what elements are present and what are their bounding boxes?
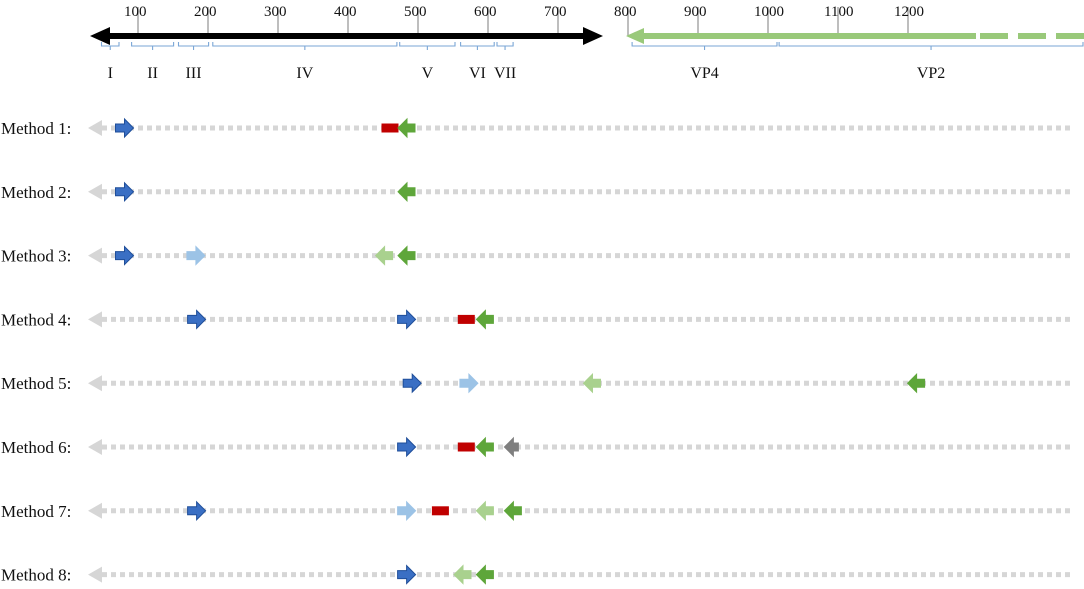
method-row: Method 2: — [1, 181, 1072, 203]
method-label: Method 4: — [1, 310, 71, 329]
track-arrowhead — [88, 247, 102, 264]
reverse-primer-mark — [374, 245, 394, 266]
region-label: VI — [469, 65, 486, 82]
forward-primer-mark — [186, 245, 206, 266]
forward-primer-mark — [402, 372, 422, 394]
scale-tick-label: 500 — [404, 4, 427, 20]
region-bracket — [131, 42, 175, 50]
method-label: Method 7: — [1, 502, 71, 521]
region-bracket — [177, 42, 210, 50]
method-row: Method 3: — [1, 245, 1072, 266]
region-label: I — [108, 65, 113, 82]
track-arrowhead — [88, 566, 102, 583]
scale-tick-label: 600 — [474, 4, 497, 20]
scale-tick-label: 800 — [614, 4, 637, 20]
region-bracket — [460, 42, 495, 50]
region-bracket — [496, 42, 514, 50]
method-label: Method 3: — [1, 247, 71, 266]
region-brackets: I II III IV V VI VII VP4 VP2 — [100, 42, 1084, 82]
method-label: Method 2: — [1, 183, 71, 202]
track-arrowhead — [88, 183, 102, 200]
track-arrowhead — [88, 439, 102, 455]
reverse-primer-mark — [397, 117, 416, 139]
right-arrowhead — [583, 27, 603, 45]
method-label: Method 8: — [1, 566, 71, 585]
region-label: II — [147, 65, 158, 82]
method-label: Method 5: — [1, 374, 71, 393]
forward-primer-mark — [397, 564, 417, 585]
track-arrowhead — [88, 502, 102, 519]
scale-ticks: 100 200 300 400 500 600 700 800 900 1000 1100 1200 — [124, 4, 924, 36]
probe-mark — [381, 123, 399, 133]
scale-tick-label: 200 — [194, 4, 217, 20]
forward-primer-mark — [459, 372, 479, 394]
scale-tick-label: 1200 — [894, 4, 924, 20]
reverse-primer-mark — [475, 436, 494, 458]
reverse-primer-mark — [503, 500, 522, 522]
reverse-primer-mark — [397, 181, 416, 203]
region-label: III — [186, 65, 202, 82]
scale-tick-label: 1000 — [754, 4, 784, 20]
region-label: VP4 — [690, 65, 718, 82]
forward-primer-mark — [187, 309, 207, 330]
method-row: Method 5: — [1, 372, 1072, 394]
forward-primer-mark — [115, 245, 135, 266]
region-bracket — [399, 42, 456, 50]
method-label: Method 6: — [1, 438, 71, 457]
genome-scale-bar — [90, 27, 1084, 45]
reverse-primer-mark — [475, 564, 494, 585]
probe-mark — [457, 442, 475, 452]
track-arrowhead — [88, 120, 102, 136]
region-label: VP2 — [917, 65, 945, 82]
forward-primer-mark — [115, 117, 135, 139]
method-row: Method 6: — [1, 436, 1072, 458]
region-bracket — [212, 42, 398, 50]
scale-tick-label: 400 — [334, 4, 357, 20]
reverse-primer-mark — [582, 372, 601, 394]
method-rows: Method 1: Method 2: Method 3: Method 4: Meth… — [1, 117, 1072, 585]
track-arrowhead — [88, 311, 102, 328]
reverse-primer-mark — [906, 372, 926, 394]
scale-tick-label: 100 — [124, 4, 147, 20]
forward-primer-mark — [397, 436, 417, 458]
method-label: Method 1: — [1, 119, 71, 138]
method-row: Method 4: — [1, 309, 1072, 330]
region-bracket — [631, 42, 778, 50]
left-arrowhead — [90, 27, 110, 45]
scale-tick-label: 700 — [544, 4, 567, 20]
region-label: VII — [494, 65, 516, 82]
reverse-primer-mark — [453, 564, 472, 585]
reverse-primer-mark — [397, 245, 416, 266]
scale-tick-label: 300 — [264, 4, 287, 20]
forward-primer-mark — [187, 500, 207, 522]
forward-primer-mark — [397, 500, 417, 522]
method-row: Method 1: — [1, 117, 1072, 139]
forward-primer-mark — [397, 309, 417, 330]
reverse-primer-mark — [503, 436, 519, 458]
vp-arrowhead — [626, 28, 644, 44]
probe-mark — [457, 314, 475, 324]
method-row: Method 7: — [1, 500, 1072, 522]
track-arrowhead — [88, 375, 102, 392]
scale-tick-label: 1100 — [824, 4, 853, 20]
region-bracket — [778, 42, 1084, 50]
probe-mark — [431, 506, 449, 516]
scale-tick-label: 900 — [684, 4, 707, 20]
region-label: IV — [296, 65, 313, 82]
reverse-primer-mark — [475, 500, 494, 522]
forward-primer-mark — [115, 181, 135, 203]
region-label: V — [422, 65, 434, 82]
method-row: Method 8: — [1, 564, 1072, 585]
reverse-primer-mark — [475, 309, 494, 330]
region-bracket — [100, 42, 120, 50]
